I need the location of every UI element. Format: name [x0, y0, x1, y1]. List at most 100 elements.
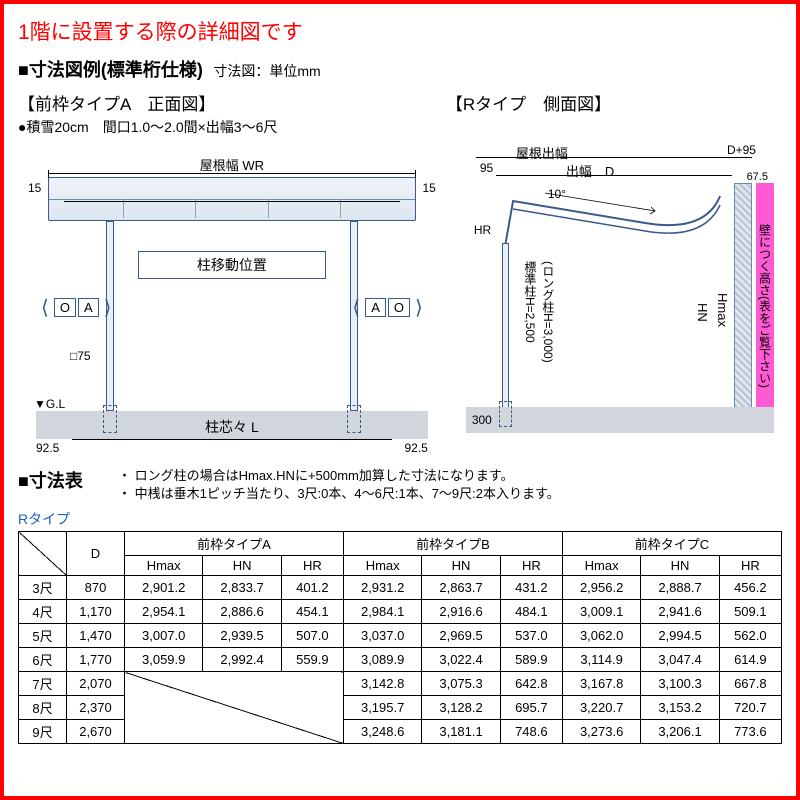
- cell: 3,022.4: [422, 648, 500, 672]
- row-label: 9尺: [19, 720, 67, 744]
- roof-icon: [48, 177, 416, 221]
- fifteen-right: 15: [422, 181, 435, 195]
- cell: 614.9: [719, 648, 781, 672]
- sub-hr: HR: [500, 556, 562, 576]
- cell: 3,114.9: [562, 648, 640, 672]
- cell: 3,009.1: [562, 600, 640, 624]
- cell: 2,956.2: [562, 576, 640, 600]
- h3000-label: (ロング柱H=3,000): [540, 261, 557, 363]
- sub-hn: HN: [422, 556, 500, 576]
- table-row: D 前枠タイプA 前枠タイプB 前枠タイプC: [19, 532, 782, 556]
- snow-spec: ●積雪20cm 間口1.0〜2.0間×出幅3〜6尺: [18, 117, 446, 137]
- roof-curve-icon: [496, 191, 734, 251]
- cell: 3,047.4: [641, 648, 719, 672]
- unit-note: 寸法図：単位mm: [213, 63, 320, 79]
- pillar-core-label: 柱芯々 L: [18, 417, 446, 437]
- cell: 2,888.7: [641, 576, 719, 600]
- table-row: 7尺 2,070 3,142.8 3,075.3 642.8 3,167.8 3…: [19, 672, 782, 696]
- subheader-row: 【前枠タイプA 正面図】 ●積雪20cm 間口1.0〜2.0間×出幅3〜6尺 【…: [18, 90, 782, 137]
- hn-label: HN: [695, 303, 710, 322]
- cell: 2,984.1: [343, 600, 421, 624]
- cell: 559.9: [281, 648, 343, 672]
- cell: 2,954.1: [125, 600, 203, 624]
- cell: 3,220.7: [562, 696, 640, 720]
- sub-hmax: Hmax: [125, 556, 203, 576]
- page-title: 1階に設置する際の詳細図です: [18, 16, 782, 46]
- cell: 695.7: [500, 696, 562, 720]
- cell: 484.1: [500, 600, 562, 624]
- move-position-label: 柱移動位置: [138, 251, 326, 279]
- cell: 2,931.2: [343, 576, 421, 600]
- cell: 2,939.5: [203, 624, 281, 648]
- side-pillar-base-icon: [499, 401, 512, 427]
- arrow-right-icon: ⟩: [412, 295, 426, 320]
- cell: 3,181.1: [422, 720, 500, 744]
- cell: 589.9: [500, 648, 562, 672]
- cell: 642.8: [500, 672, 562, 696]
- section-spec: ■寸法図例(標準桁仕様): [18, 56, 203, 82]
- gl-label: ▼G.L: [34, 397, 65, 411]
- group-a: 前枠タイプA: [125, 532, 344, 556]
- cell: 2,370: [67, 696, 125, 720]
- side-view-diagram: 屋根出幅 D+95 95 出幅 D 67.5 10° HR 壁につく高さ(表をご…: [446, 143, 782, 463]
- sub-hmax: Hmax: [562, 556, 640, 576]
- side-title: 【Rタイプ 側面図】: [446, 90, 782, 115]
- cell: 3,059.9: [125, 648, 203, 672]
- diag-cell: [19, 532, 67, 576]
- cell: 2,916.6: [422, 600, 500, 624]
- d95-label: D+95: [727, 143, 756, 157]
- cell: 3,167.8: [562, 672, 640, 696]
- roof-width-label: 屋根幅 WR: [18, 155, 446, 174]
- cell: 667.8: [719, 672, 781, 696]
- group-b: 前枠タイプB: [343, 532, 562, 556]
- arrow-a-label: A: [78, 298, 99, 317]
- note-long-pillar: ・ ロング柱の場合はHmax.HNに+500mm加算した寸法になります。: [118, 467, 782, 485]
- front-view-diagram: 屋根幅 WR 屋根芯々 W 15 15 柱移動位置 ⟨ O A ⟩ ⟨: [18, 143, 446, 463]
- row-label: 8尺: [19, 696, 67, 720]
- cell: 773.6: [719, 720, 781, 744]
- hmax-label: Hmax: [715, 293, 730, 327]
- cell: 1,170: [67, 600, 125, 624]
- n925-right: 92.5: [404, 441, 427, 455]
- table-row: 6尺 1,770 3,059.9 2,992.4 559.9 3,089.9 3…: [19, 648, 782, 672]
- cell: 2,941.6: [641, 600, 719, 624]
- n925-left: 92.5: [36, 441, 59, 455]
- cell: 3,273.6: [562, 720, 640, 744]
- sub-hr: HR: [719, 556, 781, 576]
- cell: 562.0: [719, 624, 781, 648]
- cell: 3,128.2: [422, 696, 500, 720]
- cell: 2,994.5: [641, 624, 719, 648]
- cell: 401.2: [281, 576, 343, 600]
- wall-icon: [734, 183, 752, 429]
- table-row: 4尺 1,170 2,954.1 2,886.6 454.1 2,984.1 2…: [19, 600, 782, 624]
- cell: 2,833.7: [203, 576, 281, 600]
- cell: 2,992.4: [203, 648, 281, 672]
- sub-hn: HN: [641, 556, 719, 576]
- note-midrail: ・ 中桟は垂木1ピッチ当たり、3尺:0本、4〜6尺:1本、7〜9尺:2本入ります…: [118, 485, 782, 503]
- sub-hr: HR: [281, 556, 343, 576]
- depth-d-label: 出幅 D: [566, 161, 614, 180]
- cell: 748.6: [500, 720, 562, 744]
- n675-label: 67.5: [747, 171, 768, 183]
- cell: 3,037.0: [343, 624, 421, 648]
- cell: 3,089.9: [343, 648, 421, 672]
- arrows-row: ⟨ O A ⟩ ⟨ A O ⟩: [38, 295, 426, 320]
- sub-hmax: Hmax: [343, 556, 421, 576]
- row-label: 4尺: [19, 600, 67, 624]
- diagrams: 屋根幅 WR 屋根芯々 W 15 15 柱移動位置 ⟨ O A ⟩ ⟨: [18, 143, 782, 463]
- cell: 2,901.2: [125, 576, 203, 600]
- cell: 507.0: [281, 624, 343, 648]
- cell: 3,007.0: [125, 624, 203, 648]
- table-row: Hmax HN HR Hmax HN HR Hmax HN HR: [19, 556, 782, 576]
- arrow-left-icon: ⟨: [38, 295, 52, 320]
- table-section: ■寸法表 ・ ロング柱の場合はHmax.HNに+500mm加算した寸法になります…: [18, 467, 782, 744]
- cell: 3,142.8: [343, 672, 421, 696]
- cell: 2,670: [67, 720, 125, 744]
- sq75-label: □75: [70, 349, 91, 363]
- cell: 2,969.5: [422, 624, 500, 648]
- arrow-a-label: A: [365, 298, 386, 317]
- arrow-o-label: O: [54, 298, 76, 317]
- sub-hn: HN: [203, 556, 281, 576]
- n95-label: 95: [480, 161, 493, 175]
- cell: 2,886.6: [203, 600, 281, 624]
